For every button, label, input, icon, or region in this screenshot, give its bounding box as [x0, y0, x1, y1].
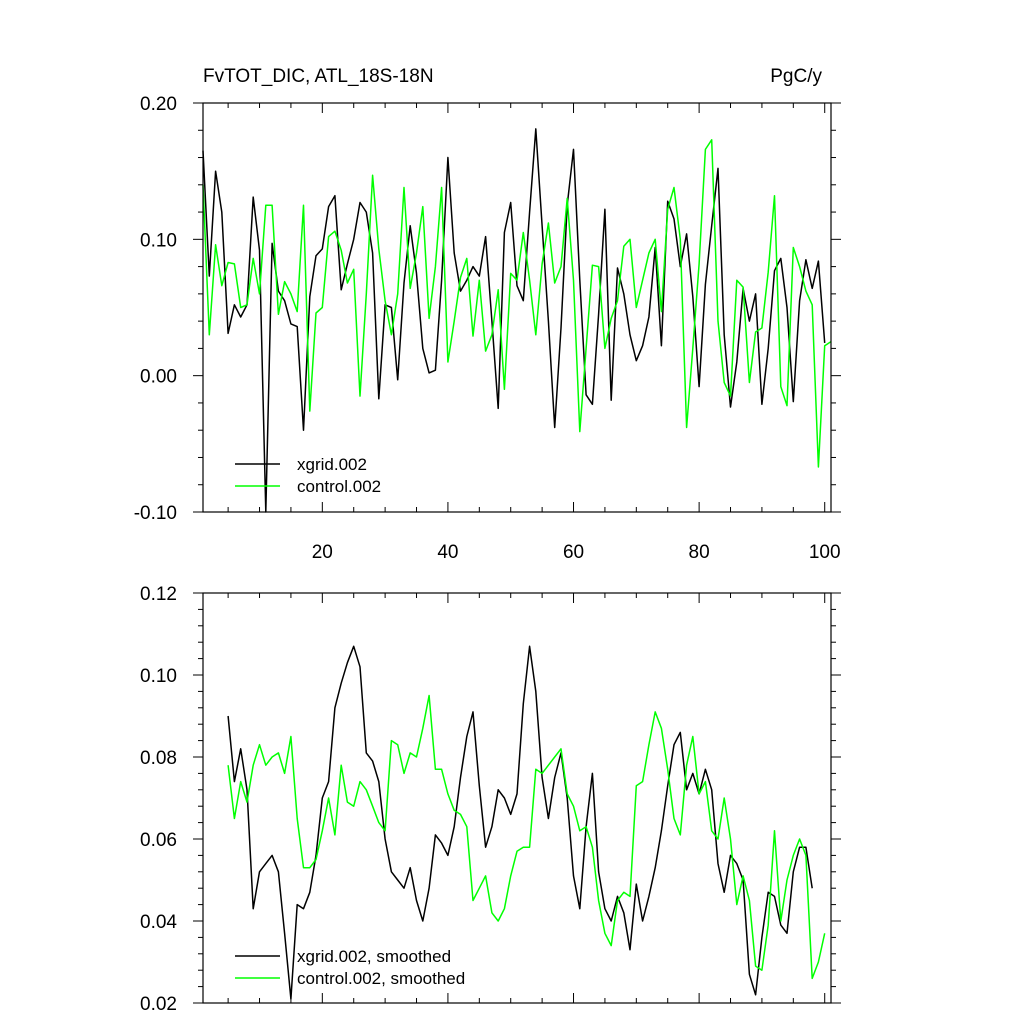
top-plot-frame	[202, 102, 832, 513]
legend-label: xgrid.002	[297, 455, 367, 474]
y-tick-label: 0.12	[140, 584, 177, 605]
series-line-control	[227, 694, 826, 980]
y-tick-label: 0.10	[140, 230, 177, 251]
x-tick-label: 60	[563, 542, 584, 563]
bottom-plot-frame	[202, 592, 832, 1004]
chart-title: FvTOT_DIC, ATL_18S-18N	[203, 66, 434, 87]
y-tick-label: -0.10	[134, 503, 177, 524]
x-tick-label: 80	[689, 542, 710, 563]
x-tick-label: 20	[312, 542, 333, 563]
legend-label: control.002, smoothed	[297, 969, 465, 988]
top-legend: xgrid.002 control.002	[235, 455, 381, 496]
x-tick-label: 100	[809, 542, 841, 563]
bottom-panel: 0.02 0.04 0.06 0.08 0.10 0.12 xgrid.002, smoo…	[140, 584, 841, 1015]
y-tick-label: 0.10	[140, 666, 177, 687]
series-line-xgrid	[227, 645, 813, 1000]
y-tick-label: 0.00	[140, 367, 177, 388]
series-line-control	[202, 139, 832, 468]
y-tick-label: 0.02	[140, 994, 177, 1015]
bottom-ticks: 0.02 0.04 0.06 0.08 0.10 0.12	[140, 584, 841, 1015]
legend-label: xgrid.002, smoothed	[297, 947, 451, 966]
bottom-legend: xgrid.002, smoothed control.002, smoothed	[235, 947, 465, 988]
units-label: PgC/y	[770, 66, 822, 87]
top-panel: FvTOT_DIC, ATL_18S-18N PgC/y 20 40 60 80 100…	[134, 66, 841, 563]
x-tick-label: 40	[437, 542, 458, 563]
series-line-xgrid	[202, 128, 826, 513]
top-ticks: 20 40 60 80 100 -0.10 0.00 0.10 0.20	[134, 94, 841, 563]
legend-label: control.002	[297, 477, 381, 496]
top-series-lines	[202, 128, 832, 513]
bottom-series-lines	[227, 645, 826, 1000]
y-tick-label: 0.06	[140, 830, 177, 851]
y-tick-label: 0.20	[140, 94, 177, 115]
y-tick-label: 0.04	[140, 912, 177, 933]
y-tick-label: 0.08	[140, 748, 177, 769]
